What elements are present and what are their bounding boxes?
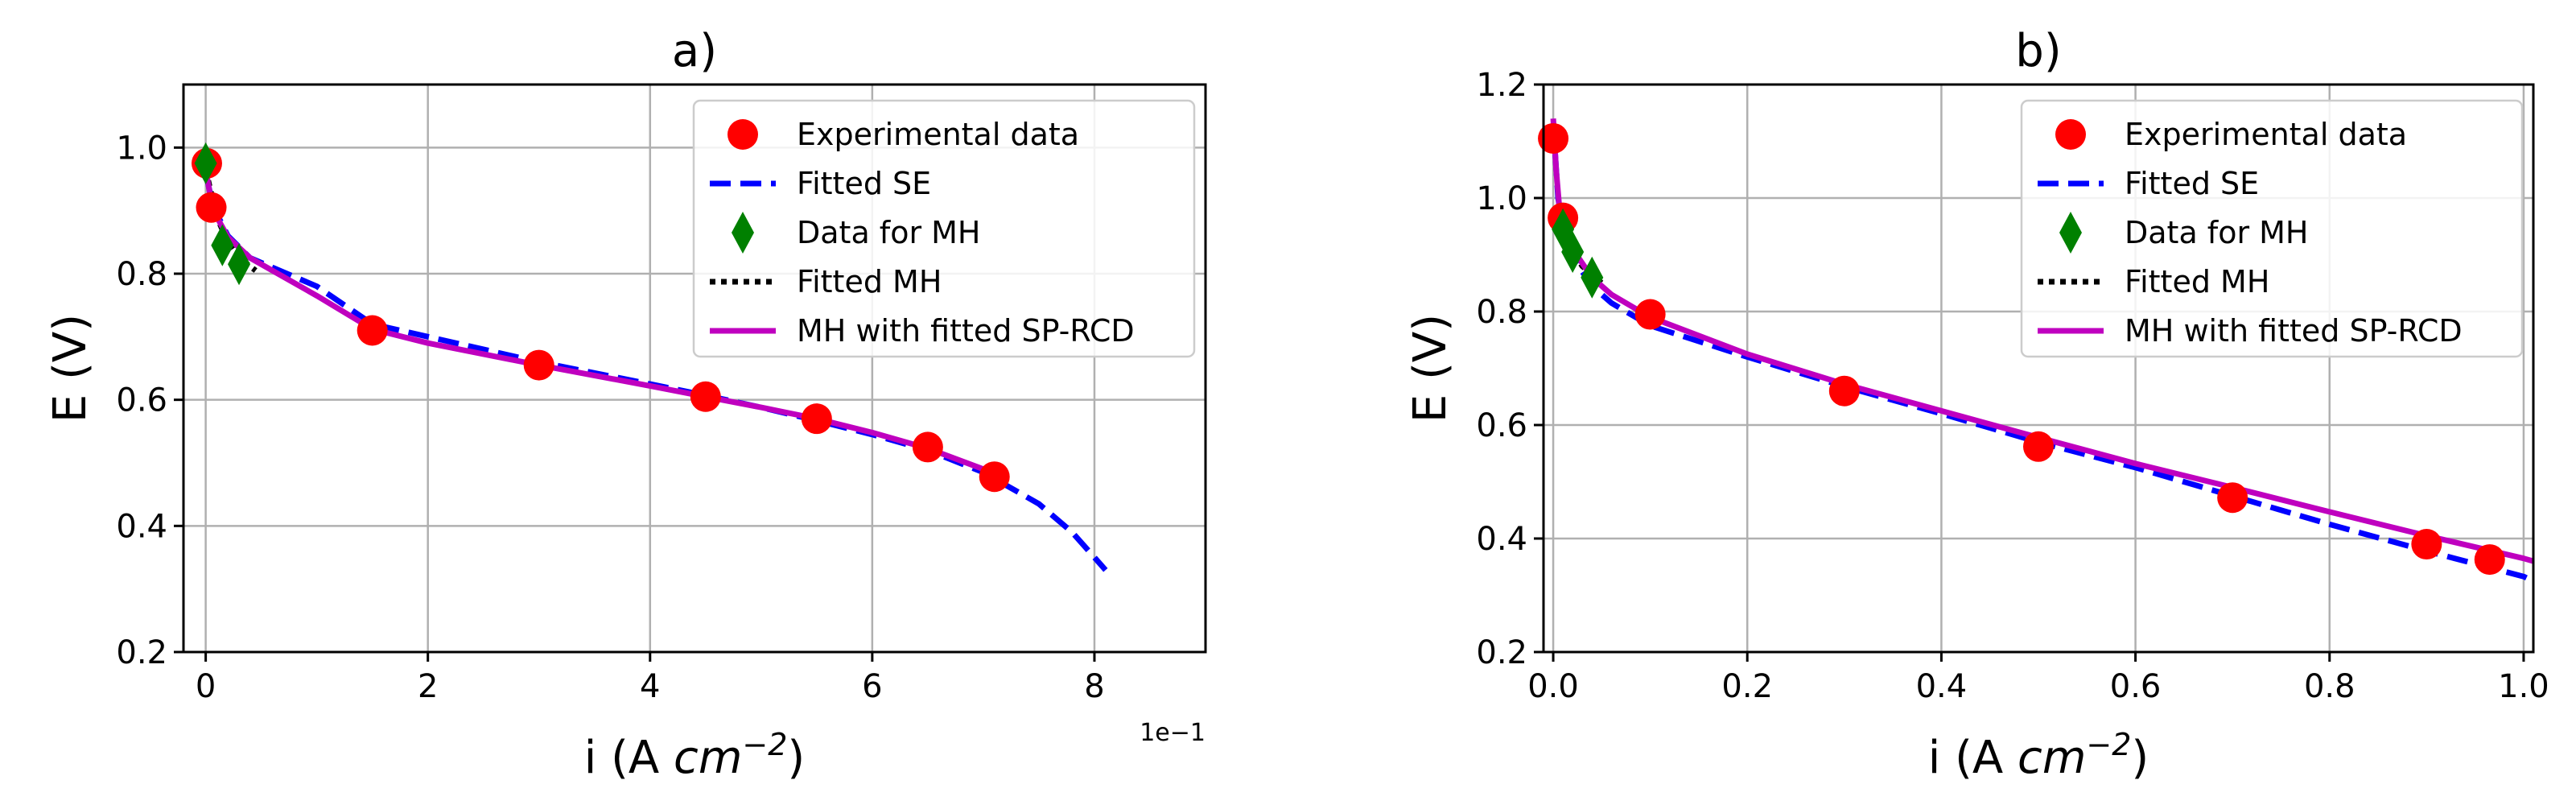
x-axis-label: i (A cm−2)	[584, 727, 806, 784]
y-tick-label: 0.6	[1476, 407, 1527, 444]
data-point-experimental	[912, 431, 943, 463]
data-point-experimental	[2023, 431, 2054, 462]
x-tick-label: 2	[418, 668, 438, 705]
legend-label: Fitted SE	[2125, 166, 2259, 201]
y-tick-label: 0.8	[116, 256, 167, 293]
legend-marker	[2059, 212, 2082, 254]
legend-label: Experimental data	[2125, 117, 2407, 152]
y-tick-label: 1.2	[1476, 67, 1527, 104]
axes-frame	[182, 83, 1207, 654]
axes-frame	[1542, 83, 2535, 654]
x-tick-label: 0	[196, 668, 216, 705]
y-tick-label: 0.2	[116, 634, 167, 671]
x-tick-label: 6	[862, 668, 882, 705]
chart-title: b)	[2015, 25, 2061, 77]
data-point-mh	[228, 243, 251, 286]
x-tick-label: 0.0	[1527, 668, 1579, 705]
legend-box	[2020, 99, 2524, 358]
data-point-mh	[211, 224, 234, 266]
legend-label: MH with fitted SP-RCD	[2125, 313, 2463, 349]
data-point-experimental	[196, 192, 227, 223]
y-tick-label: 1.0	[116, 130, 167, 167]
legend-label: MH with fitted SP-RCD	[797, 313, 1135, 349]
data-point-experimental	[2217, 482, 2248, 514]
legend-marker	[732, 212, 754, 254]
legend-label: Fitted SE	[797, 166, 931, 201]
x-tick-label: 4	[640, 668, 660, 705]
legend-box	[692, 99, 1196, 358]
x-tick-label: 0.4	[1916, 668, 1968, 705]
legend-label: Fitted MH	[2125, 264, 2269, 299]
data-point-experimental	[979, 461, 1010, 493]
data-point-experimental	[357, 315, 388, 346]
legend: Experimental data Fitted SE Data for MH Fit…	[692, 99, 1196, 358]
x-tick-label: 8	[1084, 668, 1104, 705]
data-point-experimental	[801, 403, 832, 435]
x-axis-label: i (A cm−2)	[1928, 727, 2149, 784]
y-tick-label: 1.0	[1476, 180, 1527, 217]
data-point-experimental	[2411, 529, 2442, 560]
data-point-mh	[1561, 230, 1585, 273]
legend-marker	[727, 119, 758, 150]
x-axis-offset-label: 1e−1	[1140, 719, 1206, 747]
legend-label: Data for MH	[797, 215, 981, 250]
legend-label: Data for MH	[2125, 215, 2309, 250]
x-tick-label: 1.0	[2498, 668, 2549, 705]
data-point-experimental	[690, 381, 721, 412]
legend-label: Fitted MH	[797, 264, 942, 299]
y-axis-label: E (V)	[1404, 314, 1457, 423]
data-point-experimental	[1634, 299, 1666, 330]
data-point-experimental	[1538, 122, 1569, 154]
legend-marker	[2055, 119, 2086, 150]
y-tick-label: 0.6	[116, 382, 167, 419]
y-tick-label: 0.4	[116, 508, 167, 545]
x-tick-label: 0.6	[2110, 668, 2162, 705]
x-tick-label: 0.8	[2304, 668, 2355, 705]
data-point-mh	[194, 142, 217, 184]
y-tick-label: 0.2	[1476, 634, 1527, 671]
chart-title: a)	[672, 25, 717, 77]
data-point-experimental	[523, 349, 554, 381]
x-tick-label: 0.2	[1721, 668, 1773, 705]
y-axis-label: E (V)	[44, 314, 97, 423]
data-point-experimental	[1828, 375, 1860, 407]
data-point-mh	[1581, 256, 1604, 299]
legend-label: Experimental data	[797, 117, 1079, 152]
y-tick-label: 0.8	[1476, 294, 1527, 331]
chart-panel-a: 0 2 4 6 8 0.2 0.4 0.6 0.8 1.0 a) i (A cm−2) E (V) 1e−…	[44, 25, 1207, 784]
data-point-experimental	[2474, 544, 2505, 576]
y-tick-label: 0.4	[1476, 521, 1527, 558]
legend: Experimental data Fitted SE Data for MH Fit…	[2020, 99, 2524, 358]
chart-panel-b: 0.0 0.2 0.4 0.6 0.8 1.00.20.40.60.81.01.2b)i …	[1404, 25, 2549, 784]
